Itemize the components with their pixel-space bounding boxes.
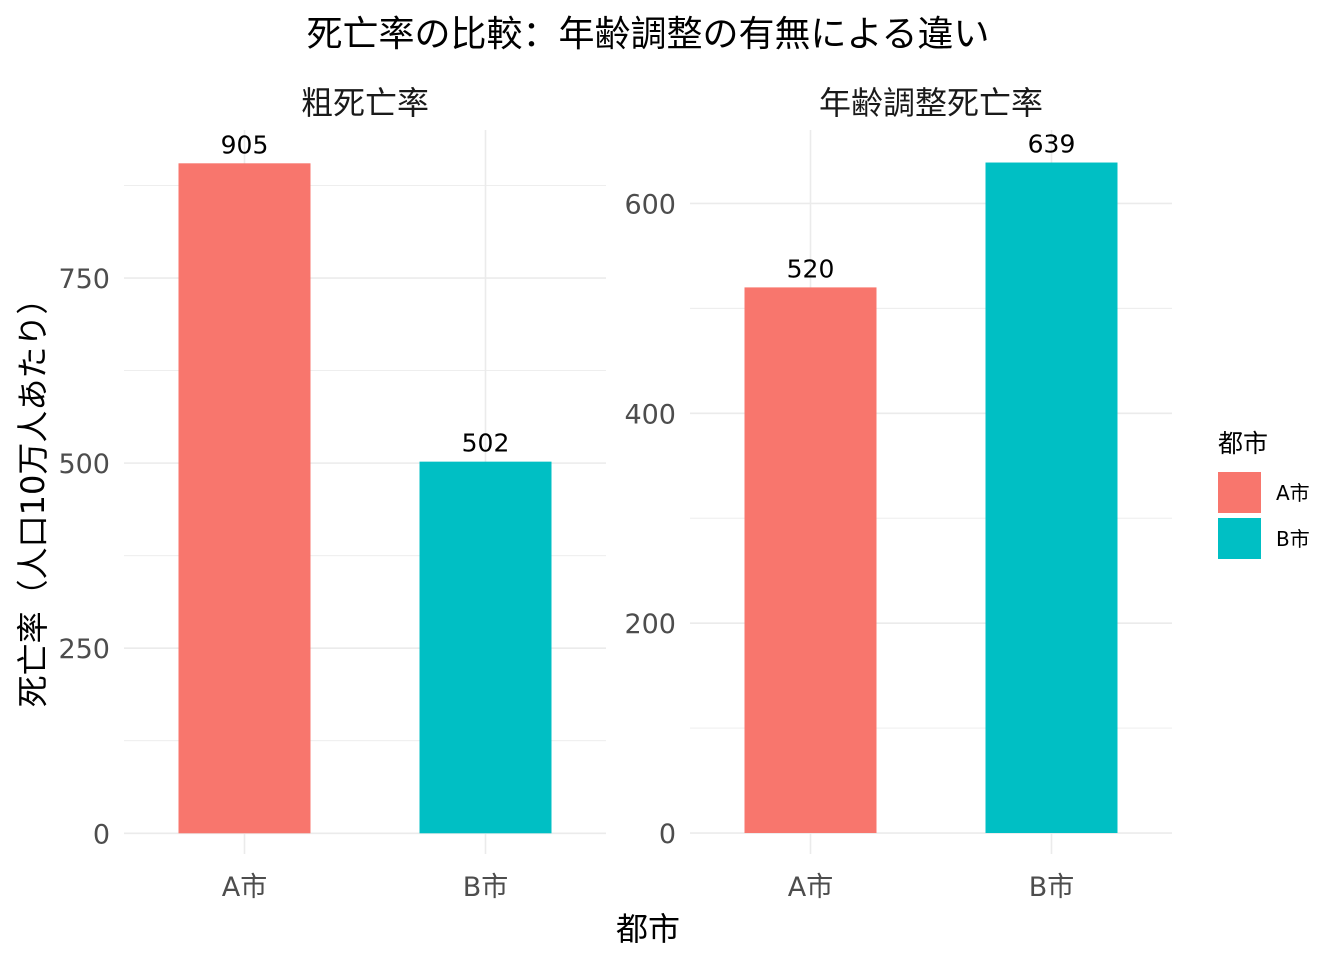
- panel-title: 年齢調整死亡率: [819, 84, 1043, 122]
- x-axis-title: 都市: [616, 910, 680, 948]
- bar-B市: [985, 162, 1118, 834]
- facet-panels: 0 250 500 750 A市 B市 905 502 粗死亡率 0 200 400 600 A市 B市 52…: [58, 84, 1172, 903]
- bar-value-label: 520: [787, 254, 835, 283]
- y-axis-title: 死亡率（人口10万人あたり）: [14, 283, 52, 708]
- legend-key: [1218, 472, 1261, 513]
- y-tick-label: 0: [659, 819, 676, 850]
- bar-value-label: 502: [462, 429, 510, 458]
- x-tick-label: A市: [222, 872, 267, 903]
- panel-title: 粗死亡率: [301, 84, 429, 122]
- legend-label: B市: [1276, 527, 1310, 551]
- bar-A市: [744, 287, 877, 834]
- y-tick-label: 200: [624, 609, 676, 640]
- x-tick-label: B市: [1029, 872, 1075, 903]
- bar-A市: [178, 163, 311, 834]
- y-tick-label: 750: [58, 264, 110, 295]
- x-tick-label: A市: [788, 872, 833, 903]
- panel-1: 0 250 500 750 A市 B市 905 502 粗死亡率: [58, 84, 606, 903]
- y-tick-label: 400: [624, 399, 676, 430]
- y-tick-label: 600: [624, 189, 676, 220]
- panel-2: 0 200 400 600 A市 B市 520 639 年齢調整死亡率: [624, 84, 1172, 903]
- chart-title: 死亡率の比較：年齢調整の有無による違い: [307, 14, 990, 55]
- bar-B市: [419, 461, 552, 834]
- legend-label: A市: [1276, 481, 1310, 505]
- x-tick-label: B市: [463, 872, 509, 903]
- bar-value-label: 905: [221, 130, 269, 159]
- legend: 都市 A市 B市: [1218, 429, 1310, 559]
- y-tick-label: 0: [93, 819, 110, 850]
- bar-value-label: 639: [1028, 130, 1076, 159]
- legend-key: [1218, 518, 1261, 559]
- legend-title: 都市: [1218, 429, 1268, 458]
- y-tick-label: 500: [58, 449, 110, 480]
- y-tick-label: 250: [58, 634, 110, 665]
